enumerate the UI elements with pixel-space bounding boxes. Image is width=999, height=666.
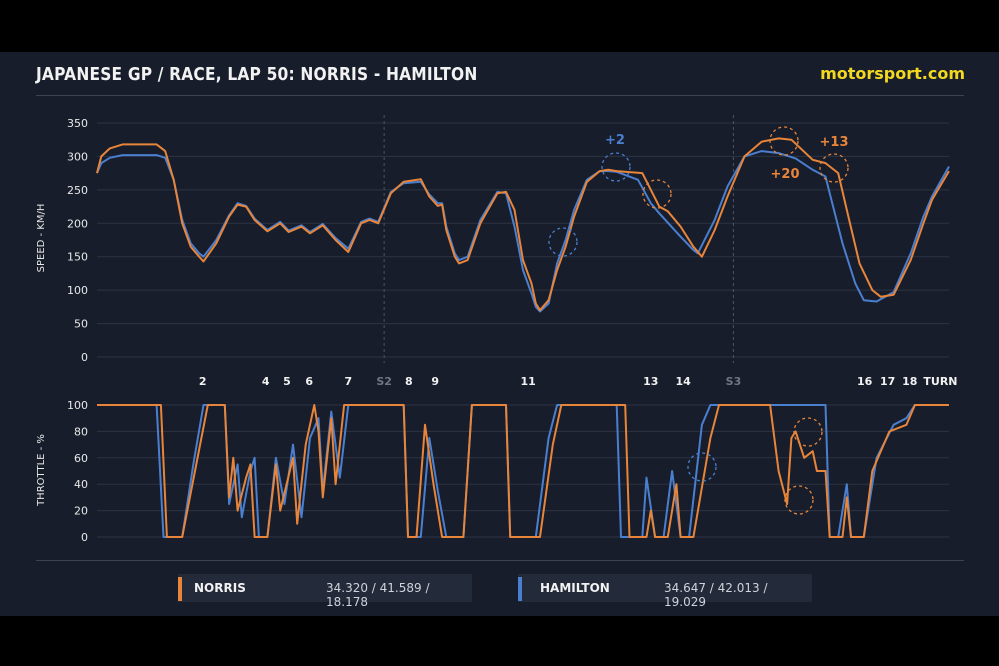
hamilton-name: HAMILTON (540, 581, 610, 595)
norris-name: NORRIS (194, 581, 246, 595)
speed-line-hamilton (96, 150, 950, 313)
hamilton-sector-times: 34.647 / 42.013 / 19.029 (664, 581, 768, 609)
throttle-y-tick: 80 (74, 425, 88, 438)
hamilton-color-swatch (518, 577, 522, 601)
throttle-y-tick: 0 (81, 531, 88, 544)
highlight-circle (769, 126, 799, 156)
turn-label: 13 (643, 375, 658, 388)
highlight-circle (819, 153, 849, 183)
norris-color-swatch (178, 577, 182, 601)
turn-label: TURN (923, 375, 957, 388)
turn-label: 4 (262, 375, 270, 388)
turn-label: 16 (857, 375, 873, 388)
turn-label: 7 (345, 375, 353, 388)
throttle-axis-label: THROTTLE - % (36, 434, 47, 507)
turn-label: 17 (880, 375, 895, 388)
highlight-circle (793, 417, 823, 447)
turn-label: 8 (405, 375, 413, 388)
speed-y-tick: 100 (67, 284, 88, 297)
speed-line-norris (96, 137, 950, 312)
turn-labels: 2 4 5 6 7 S2 8 9 11 13 14 S3 16 17 18 TURN (199, 375, 958, 388)
brand-logo: motorsport.com (820, 64, 965, 83)
throttle-series (97, 404, 949, 538)
speed-y-tick: 350 (67, 117, 88, 130)
sector-label: S2 (376, 375, 392, 388)
turn-label: 5 (283, 375, 291, 388)
delta-annotation: +20 (771, 167, 800, 182)
sector-lines (383, 115, 734, 363)
turn-label: 11 (520, 375, 535, 388)
delta-annotation: +13 (820, 135, 849, 150)
annotations: +2 +13 +20 (548, 126, 849, 515)
speed-y-ticks: 0 50 100 150 200 250 300 350 (67, 117, 88, 364)
turn-label: 2 (199, 375, 207, 388)
speed-y-tick: 150 (67, 251, 88, 264)
speed-y-tick: 0 (81, 351, 88, 364)
legend-hamilton: HAMILTON 34.647 / 42.013 / 19.029 (518, 574, 812, 609)
speed-y-tick: 50 (74, 318, 88, 331)
sector-label: S3 (726, 375, 742, 388)
legend-norris: NORRIS 34.320 / 41.589 / 18.178 (178, 574, 472, 609)
norris-sector-times: 34.320 / 41.589 / 18.178 (326, 581, 430, 609)
speed-y-tick: 300 (67, 150, 88, 163)
speed-axis-label: SPEED - KM/H (36, 204, 47, 273)
speed-grid (97, 122, 949, 358)
throttle-y-tick: 60 (74, 452, 88, 465)
delta-annotation: +2 (605, 133, 625, 148)
chart-title: JAPANESE GP / RACE, LAP 50: NORRIS - HAM… (36, 64, 478, 85)
header-divider (36, 95, 964, 96)
throttle-y-ticks: 0 20 40 60 80 100 (67, 399, 88, 544)
turn-label: 9 (431, 375, 439, 388)
throttle-y-tick: 100 (67, 399, 88, 412)
turn-label: 6 (305, 375, 313, 388)
turn-label: 14 (676, 375, 692, 388)
highlight-circle (601, 152, 631, 182)
speed-y-tick: 200 (67, 217, 88, 230)
highlight-circle (784, 485, 814, 515)
highlight-circle (687, 452, 717, 482)
highlight-circle (642, 179, 672, 209)
speed-y-tick: 250 (67, 184, 88, 197)
speed-series (96, 137, 950, 313)
footer-divider (36, 560, 964, 561)
turn-label: 18 (902, 375, 917, 388)
throttle-line-norris (97, 404, 949, 538)
throttle-y-tick: 20 (74, 505, 88, 518)
highlight-circle (548, 227, 578, 257)
throttle-y-tick: 40 (74, 478, 88, 491)
